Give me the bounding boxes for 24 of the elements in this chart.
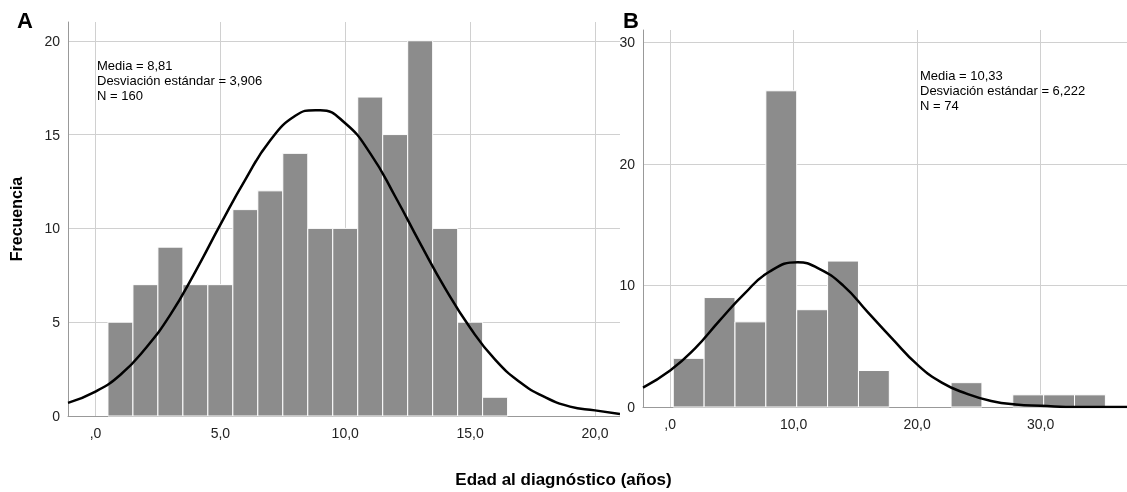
x-tick-label: ,0 [664, 416, 677, 432]
annotation: Media = 8,81 Desviación estándar = 3,906 N = 160 [97, 58, 263, 103]
chart-title: A [17, 7, 33, 33]
y-axis-title: Frecuencia [7, 176, 25, 262]
y-tick-label: 20 [619, 155, 636, 172]
x-tick-label: 10,0 [331, 425, 360, 441]
x-tick-label: 20,0 [903, 416, 931, 432]
y-tick-label: 0 [627, 399, 636, 415]
x-axis-title: Edad al diagnóstico (años) [454, 470, 673, 490]
y-tick-label: 5 [52, 314, 61, 331]
chart-title: B [623, 7, 639, 33]
annotation: Media = 10,33 Desviación estándar = 6,222 N = 74 [920, 68, 1086, 113]
y-tick-label: 10 [619, 277, 636, 294]
y-tick-label: 20 [44, 32, 61, 49]
y-tick-label: 30 [619, 34, 636, 51]
y-tick-label: 0 [52, 408, 61, 424]
x-tick-label: 10,0 [780, 416, 808, 432]
x-tick-label: 5,0 [210, 425, 231, 441]
y-tick-label: 10 [44, 220, 61, 237]
x-tick-label: ,0 [89, 425, 102, 441]
x-tick-label: 20,0 [581, 425, 609, 441]
x-tick-label: 30,0 [1026, 416, 1055, 432]
x-tick-label: 15,0 [456, 425, 484, 441]
y-tick-label: 15 [44, 126, 61, 143]
